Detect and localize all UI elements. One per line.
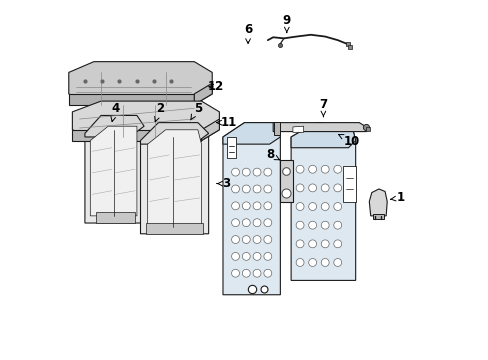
Polygon shape — [290, 123, 355, 148]
Circle shape — [333, 165, 341, 173]
Polygon shape — [140, 123, 208, 234]
Circle shape — [242, 185, 250, 193]
Circle shape — [264, 252, 271, 260]
Text: 12: 12 — [207, 80, 224, 93]
Circle shape — [264, 168, 271, 176]
Circle shape — [242, 202, 250, 210]
Circle shape — [264, 269, 271, 277]
Circle shape — [296, 184, 304, 192]
Polygon shape — [372, 214, 384, 220]
Polygon shape — [147, 130, 201, 226]
Circle shape — [253, 185, 261, 193]
Text: 5: 5 — [190, 102, 202, 120]
Circle shape — [321, 165, 328, 173]
Polygon shape — [273, 123, 366, 132]
Circle shape — [308, 203, 316, 211]
Polygon shape — [85, 116, 144, 137]
Circle shape — [321, 258, 328, 266]
Circle shape — [231, 202, 239, 210]
Circle shape — [242, 219, 250, 226]
Polygon shape — [223, 123, 280, 144]
Circle shape — [231, 269, 239, 277]
Text: 4: 4 — [111, 102, 119, 122]
Polygon shape — [290, 123, 355, 280]
Circle shape — [231, 235, 239, 243]
Circle shape — [308, 240, 316, 248]
Polygon shape — [90, 126, 137, 216]
Polygon shape — [368, 189, 386, 216]
Circle shape — [308, 165, 316, 173]
Circle shape — [231, 219, 239, 226]
Polygon shape — [69, 62, 212, 105]
Circle shape — [333, 240, 341, 248]
Circle shape — [253, 219, 261, 226]
Polygon shape — [194, 83, 212, 105]
Circle shape — [333, 258, 341, 266]
Circle shape — [242, 168, 250, 176]
Circle shape — [333, 184, 341, 192]
Circle shape — [264, 235, 271, 243]
Text: 1: 1 — [390, 192, 404, 204]
Circle shape — [333, 221, 341, 229]
Circle shape — [321, 221, 328, 229]
Polygon shape — [273, 122, 280, 135]
Circle shape — [231, 185, 239, 193]
Polygon shape — [201, 119, 219, 140]
Polygon shape — [280, 160, 292, 202]
Circle shape — [296, 221, 304, 229]
Polygon shape — [72, 130, 201, 140]
Circle shape — [264, 219, 271, 226]
Circle shape — [242, 252, 250, 260]
Circle shape — [253, 269, 261, 277]
Circle shape — [264, 202, 271, 210]
Circle shape — [231, 168, 239, 176]
Text: 11: 11 — [216, 116, 236, 129]
Circle shape — [253, 202, 261, 210]
Text: 8: 8 — [265, 148, 279, 161]
Polygon shape — [343, 166, 355, 202]
Circle shape — [296, 258, 304, 266]
Circle shape — [296, 203, 304, 211]
Circle shape — [253, 235, 261, 243]
Circle shape — [321, 184, 328, 192]
Text: 6: 6 — [244, 23, 252, 44]
Polygon shape — [96, 212, 135, 223]
Text: 10: 10 — [338, 134, 360, 148]
Circle shape — [308, 184, 316, 192]
Circle shape — [242, 269, 250, 277]
Circle shape — [296, 165, 304, 173]
Circle shape — [321, 203, 328, 211]
Text: 2: 2 — [154, 102, 164, 122]
Polygon shape — [223, 123, 280, 295]
Text: 3: 3 — [217, 177, 230, 190]
Circle shape — [231, 252, 239, 260]
Circle shape — [308, 221, 316, 229]
Text: 9: 9 — [282, 14, 290, 32]
Polygon shape — [85, 116, 144, 223]
Circle shape — [264, 185, 271, 193]
Circle shape — [253, 252, 261, 260]
Polygon shape — [292, 126, 303, 132]
Circle shape — [253, 168, 261, 176]
Polygon shape — [145, 223, 203, 234]
Circle shape — [333, 203, 341, 211]
Polygon shape — [140, 123, 208, 144]
Circle shape — [296, 240, 304, 248]
Circle shape — [321, 240, 328, 248]
Polygon shape — [69, 94, 194, 105]
Text: 7: 7 — [319, 98, 327, 117]
Polygon shape — [227, 137, 235, 158]
Polygon shape — [72, 101, 219, 140]
Circle shape — [308, 258, 316, 266]
Circle shape — [242, 235, 250, 243]
